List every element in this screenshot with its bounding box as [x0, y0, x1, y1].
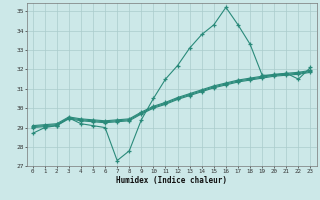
X-axis label: Humidex (Indice chaleur): Humidex (Indice chaleur): [116, 176, 227, 185]
